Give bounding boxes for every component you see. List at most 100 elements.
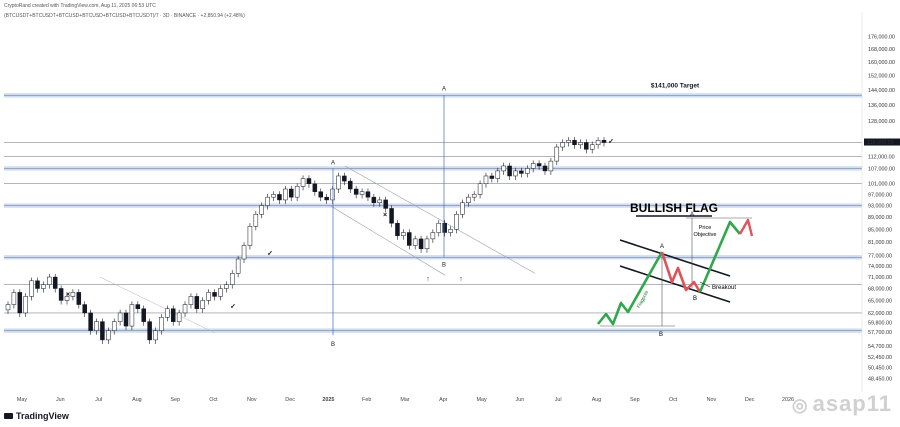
candle-body: [530, 163, 536, 169]
candle-body: [106, 330, 111, 341]
y-tick-label: 107,000.00: [868, 166, 895, 172]
candle-body: [253, 214, 259, 227]
candle-body: [342, 175, 347, 182]
x-tick-label: Dec: [745, 397, 755, 403]
candle-body: [288, 188, 294, 198]
candle-body: [218, 288, 223, 297]
y-tick-label: 71,000.00: [868, 275, 892, 281]
inset-point-b: B: [693, 296, 697, 302]
x-tick-label: Oct: [209, 397, 218, 403]
candle-body: [235, 258, 241, 274]
candle-body: [448, 229, 453, 233]
candle-body: [471, 194, 477, 198]
candle-body: [513, 170, 518, 177]
candle-body: [554, 146, 560, 162]
y-tick-label: 81,000.00: [868, 240, 892, 246]
y-tick-label: 48,450.00: [868, 376, 892, 382]
candle-body: [35, 280, 40, 289]
marker: ✓: [267, 251, 273, 258]
candle-body: [229, 273, 235, 285]
candle-body: [206, 292, 211, 301]
candle-body: [82, 304, 87, 314]
candle-body: [353, 188, 359, 195]
x-tick-label: 2025: [322, 397, 334, 403]
x-tick-label: 2026: [782, 397, 794, 403]
inset-flag: [660, 251, 702, 293]
y-tick-label: 59,800.00: [868, 321, 892, 327]
y-tick-label: 136,000.00: [868, 103, 895, 109]
candle-body: [495, 170, 501, 179]
x-tick-label: Aug: [132, 397, 142, 403]
candle-body: [41, 284, 46, 289]
point-b-left: B: [331, 342, 335, 348]
x-tick-label: Jul: [95, 397, 102, 403]
inset-point-a: A: [660, 244, 664, 250]
x-tick-label: Jul: [555, 397, 562, 403]
candle-body: [424, 238, 430, 250]
marker: ↑: [459, 276, 463, 283]
candle-body: [401, 232, 406, 236]
candle-body: [117, 312, 123, 322]
candle-body: [454, 214, 459, 230]
candle-body: [100, 321, 105, 341]
channel-upper: [344, 165, 536, 274]
candle-body: [460, 202, 465, 215]
candle-body: [371, 196, 377, 203]
y-tick-label: 50,450.00: [868, 366, 892, 372]
point-a-right: A: [442, 86, 446, 92]
candle-body: [52, 276, 58, 289]
candle-body: [259, 205, 264, 215]
candle-body: [17, 292, 23, 314]
y-tick-label: 160,000.00: [868, 60, 895, 66]
symbol-line: (BTCUSDT+BTCUSDT+BTCUSD+BTCUSD+BTCUSD+BT…: [4, 13, 245, 19]
candle-body: [277, 194, 282, 201]
candle-body: [247, 226, 253, 246]
x-tick-label: May: [477, 397, 487, 403]
candle-body: [442, 222, 447, 233]
candle-body: [306, 178, 312, 184]
x-tick-label: Oct: [669, 397, 678, 403]
candle-body: [336, 175, 341, 190]
candle-body: [525, 168, 530, 174]
candle-body: [159, 317, 164, 331]
inset-flagpole: [596, 251, 664, 326]
candle-body: [11, 292, 17, 305]
candle-body: [111, 321, 117, 331]
candle-body: [412, 238, 418, 246]
watermark: ◎ asap11: [792, 391, 892, 417]
channel-lower: [329, 205, 446, 276]
candle-body: [383, 199, 388, 209]
tradingview-logo-text: TradingView: [16, 411, 69, 421]
marker: ↑: [426, 276, 430, 283]
candle-body: [135, 304, 141, 309]
x-tick-label: Aug: [592, 397, 602, 403]
candle-body: [47, 276, 52, 285]
price-objective-label-1: Price: [699, 225, 712, 231]
tradingview-logo[interactable]: TradingView: [4, 411, 69, 421]
candle-body: [536, 163, 542, 167]
candle-body: [595, 140, 601, 146]
y-tick-label: 152,000.00: [868, 73, 895, 79]
y-tick-label: 68,000.00: [868, 286, 892, 292]
candle-body: [176, 312, 182, 322]
candle-body: [365, 191, 371, 198]
y-tick-label: 128,000.00: [868, 119, 895, 125]
candle-body: [519, 170, 524, 174]
candle-body: [477, 183, 483, 195]
candle-body: [359, 191, 365, 195]
tradingview-logo-icon: [4, 413, 13, 419]
candle-body: [88, 312, 93, 331]
candle-body: [542, 165, 548, 172]
candle-body: [271, 194, 276, 198]
author-line: CryptoRand created with TradingView.com,…: [4, 3, 156, 9]
candle-body: [200, 300, 205, 309]
candle-body: [300, 178, 306, 187]
y-tick-label: 74,000.00: [868, 264, 892, 270]
candle-body: [76, 292, 82, 305]
candle-body: [294, 186, 300, 198]
level-bands: [4, 93, 862, 333]
candle-body: [147, 321, 152, 341]
early-trendline: [99, 276, 216, 334]
marker: ×: [66, 291, 70, 298]
